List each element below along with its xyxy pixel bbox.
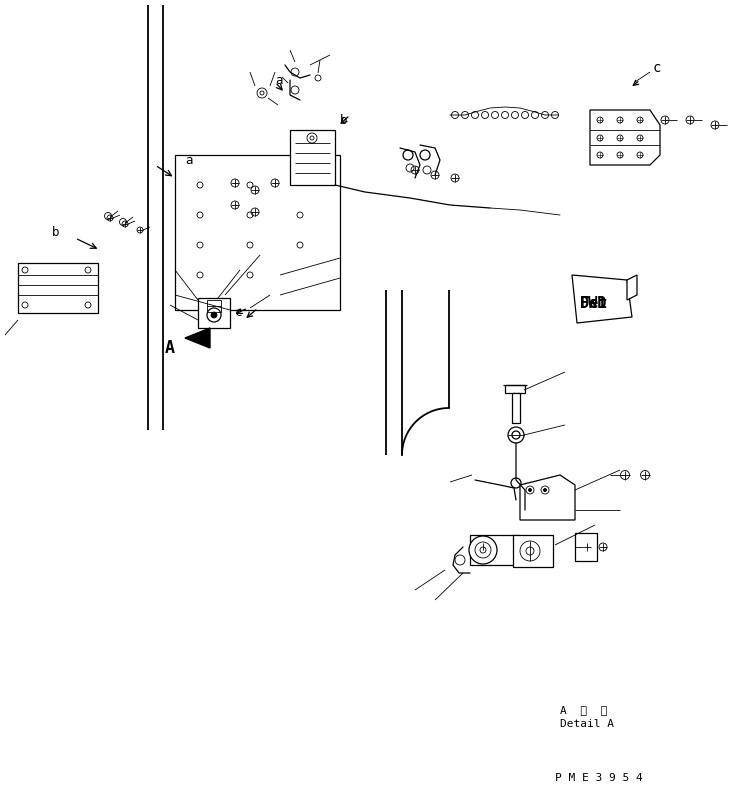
Polygon shape	[572, 275, 632, 323]
Bar	[505, 385, 525, 393]
Text: b: b	[340, 114, 347, 127]
Bar	[18, 263, 98, 313]
Polygon shape	[185, 328, 210, 348]
Text: a: a	[275, 74, 283, 87]
Bar	[470, 535, 520, 565]
Text: c: c	[235, 305, 243, 319]
Text: A  詳  細: A 詳 細	[560, 705, 607, 715]
Text: P M E 3 9 5 4: P M E 3 9 5 4	[555, 773, 643, 783]
Text: Detail A: Detail A	[560, 719, 614, 729]
Circle shape	[211, 312, 217, 318]
Bar	[512, 393, 520, 423]
Polygon shape	[520, 475, 575, 520]
Text: a: a	[185, 154, 192, 167]
Bar	[207, 300, 221, 312]
Bar	[575, 533, 597, 561]
Polygon shape	[590, 110, 660, 165]
Bar	[198, 298, 230, 328]
Circle shape	[512, 431, 520, 439]
Polygon shape	[175, 155, 340, 310]
Circle shape	[469, 536, 497, 564]
Bar	[513, 535, 553, 567]
Bar	[290, 130, 335, 185]
Circle shape	[528, 489, 531, 492]
Text: b: b	[52, 226, 59, 239]
Circle shape	[508, 427, 524, 443]
Circle shape	[543, 489, 547, 492]
Text: FWD: FWD	[580, 296, 608, 311]
Polygon shape	[627, 275, 637, 300]
Text: Det: Det	[580, 296, 608, 311]
Text: c: c	[653, 61, 661, 75]
Text: A: A	[165, 339, 175, 357]
